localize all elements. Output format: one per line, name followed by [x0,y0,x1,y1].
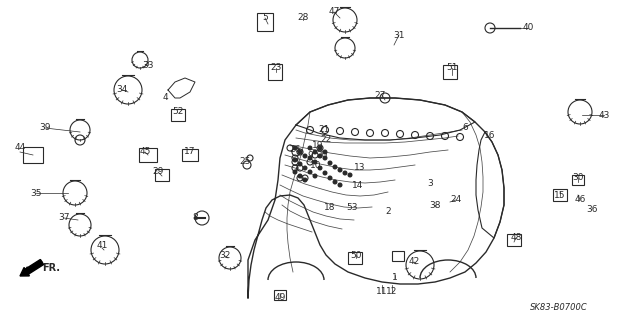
Text: 21: 21 [318,125,330,135]
Text: 52: 52 [172,108,184,116]
Circle shape [303,178,307,182]
Text: 31: 31 [393,31,404,40]
Text: 50: 50 [350,250,362,259]
Text: 39: 39 [39,123,51,132]
Text: 32: 32 [220,251,230,261]
Text: 20: 20 [316,151,328,160]
Text: 1: 1 [392,273,398,283]
Text: 23: 23 [270,63,282,72]
Circle shape [328,161,332,165]
Circle shape [318,166,322,170]
Circle shape [308,146,312,150]
Circle shape [293,158,297,162]
FancyArrow shape [20,259,44,276]
Text: 47: 47 [328,8,340,17]
Circle shape [313,150,317,154]
Text: 12: 12 [387,287,397,296]
Text: 38: 38 [429,201,441,210]
Text: SK83-B0700C: SK83-B0700C [530,303,588,313]
Circle shape [293,170,297,174]
Circle shape [338,183,342,187]
Text: 24: 24 [451,196,461,204]
Text: 17: 17 [184,147,196,157]
Text: 6: 6 [462,123,468,132]
Text: 36: 36 [586,205,598,214]
Text: 42: 42 [408,257,420,266]
Circle shape [298,174,302,178]
Text: 9: 9 [307,151,313,160]
Text: 37: 37 [58,213,70,222]
Text: 40: 40 [522,24,534,33]
Text: 18: 18 [324,204,336,212]
Text: 48: 48 [510,234,522,242]
Text: 27: 27 [374,91,386,100]
Text: 34: 34 [116,85,128,94]
Text: 14: 14 [352,181,364,189]
Text: 51: 51 [446,63,458,72]
Circle shape [323,150,327,154]
Text: 7: 7 [292,166,298,174]
Text: 13: 13 [355,164,365,173]
Circle shape [333,165,337,169]
Text: 44: 44 [14,144,26,152]
Text: 30: 30 [572,174,584,182]
Circle shape [348,173,352,177]
Circle shape [293,146,297,150]
Circle shape [318,146,322,150]
Text: 10: 10 [310,160,322,169]
Circle shape [298,162,302,166]
Circle shape [313,174,317,178]
Text: FR.: FR. [42,263,60,273]
Text: 8: 8 [192,213,198,222]
Text: 15: 15 [554,191,566,201]
Text: 16: 16 [484,130,496,139]
Text: 33: 33 [142,61,154,70]
Text: 49: 49 [275,293,285,302]
Text: 5: 5 [262,13,268,23]
Text: 22: 22 [321,136,332,145]
Circle shape [338,168,342,172]
Text: 41: 41 [96,241,108,249]
Text: 53: 53 [346,204,358,212]
Circle shape [333,180,337,184]
Circle shape [318,154,322,158]
Text: 25: 25 [239,158,251,167]
Text: 29: 29 [152,167,164,176]
Text: 4: 4 [162,93,168,101]
Text: 43: 43 [598,110,610,120]
Text: 11: 11 [376,287,388,296]
Circle shape [303,166,307,170]
Circle shape [343,171,347,175]
Circle shape [308,156,312,160]
Text: 45: 45 [140,147,150,157]
Circle shape [323,156,327,160]
Circle shape [298,150,302,154]
Text: 46: 46 [574,196,586,204]
Text: 3: 3 [427,179,433,188]
Circle shape [328,176,332,180]
Text: 35: 35 [30,189,42,197]
Circle shape [323,171,327,175]
Circle shape [313,160,317,164]
Text: 28: 28 [298,13,308,23]
Text: 26: 26 [289,145,301,154]
Circle shape [303,154,307,158]
Circle shape [308,170,312,174]
Text: 19: 19 [312,140,324,150]
Text: 2: 2 [385,207,391,217]
